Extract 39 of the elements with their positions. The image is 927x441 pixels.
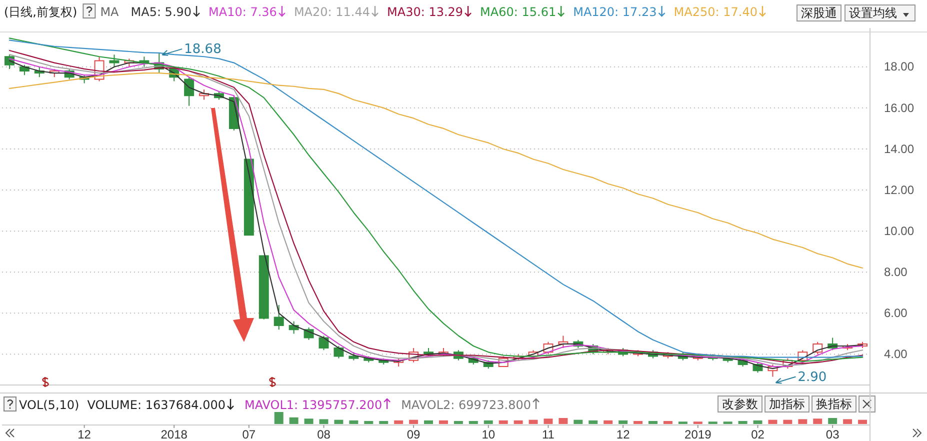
annotation: MAVOL2: 699723.800 (401, 398, 532, 412)
legend-label: MA250: 17.40 (674, 5, 758, 19)
legend-label: MA60: 15.61 (480, 5, 556, 19)
y-tick-label: 18.00 (884, 60, 914, 74)
x-tick-label: 2019 (684, 428, 712, 441)
legend-label: MA20: 11.44 (294, 5, 370, 19)
x-tick-label: 08 (317, 428, 331, 441)
text: 换指标 (816, 397, 852, 411)
y-tick-label: 10.00 (884, 224, 914, 238)
y-tick-label: 12.00 (884, 182, 914, 197)
legend-label: MA30: 13.29 (387, 5, 464, 19)
x-tick-label: 03 (826, 428, 840, 441)
y-tick-label: 6.00 (884, 306, 908, 320)
x-tick-label: 07 (242, 428, 256, 441)
legend-title: MA (100, 5, 120, 19)
y-tick-label: 8.00 (884, 264, 908, 279)
x-tick-label: 12 (616, 428, 630, 441)
legend-label: MA10: 7.36 (208, 5, 277, 19)
y-tick-label: 4.00 (884, 347, 908, 362)
x-tick-label: 11 (542, 428, 555, 441)
x-tick-label: 2018 (160, 428, 188, 441)
text: 深股通 (801, 6, 837, 20)
legend-label: MA120: 17.23 (573, 5, 657, 19)
x-tick-label: 12 (78, 428, 92, 441)
annotation: 18.68 (184, 42, 222, 57)
annotation: VOLUME: 1637684.000 (87, 398, 226, 412)
y-tick-label: 14.00 (884, 142, 914, 156)
annotation: 2.90 (798, 370, 827, 385)
text: 加指标 (769, 397, 805, 411)
chart-title: (日线,前复权) (4, 5, 78, 19)
text: 改参数 (722, 397, 758, 411)
y-tick-label: 16.00 (884, 100, 914, 115)
text: 设置均线 (849, 6, 897, 20)
chart-title: VOL(5,10) (19, 398, 80, 412)
x-tick-label: 09 (406, 428, 421, 441)
legend-label: MA5: 5.90 (130, 5, 192, 19)
annotation: MAVOL1: 1395757.200 (244, 398, 382, 412)
x-tick-label: 10 (482, 428, 496, 441)
x-tick-label: 02 (751, 428, 765, 441)
